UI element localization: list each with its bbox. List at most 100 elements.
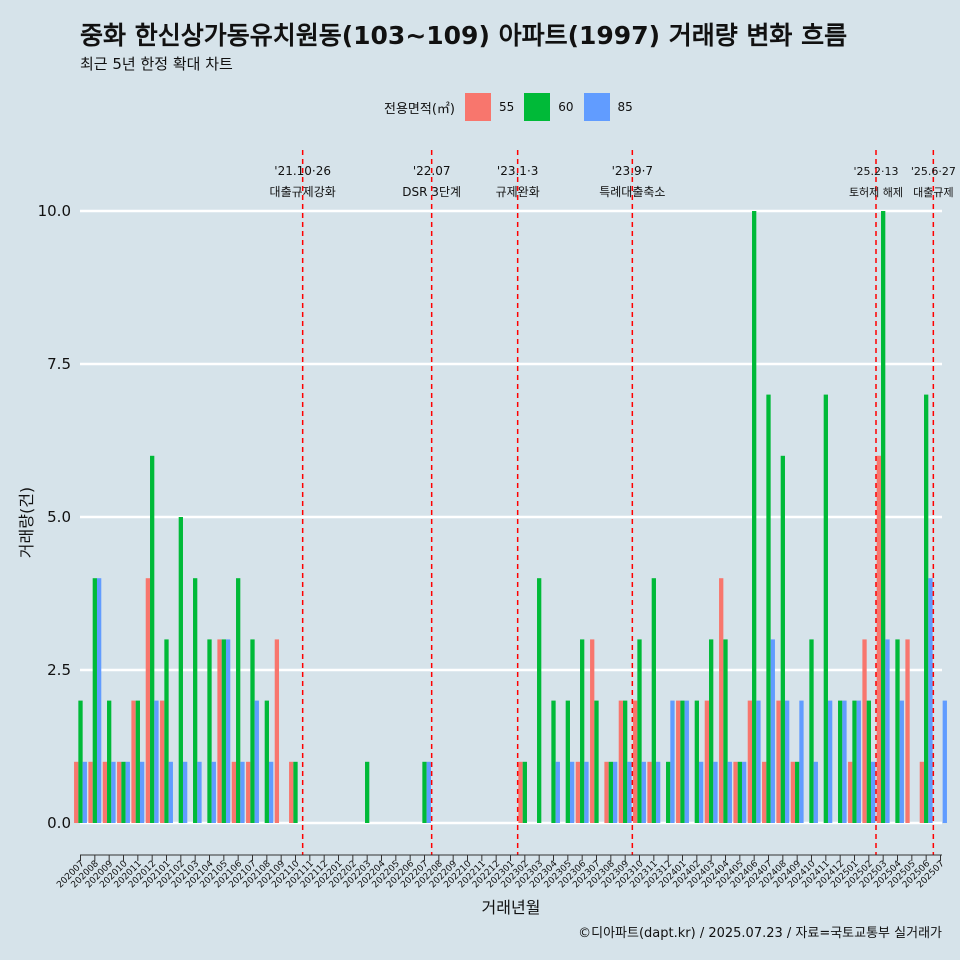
bar-85-202506	[928, 578, 933, 823]
bar-60-202503	[881, 211, 886, 823]
legend-key-55	[464, 93, 491, 121]
bar-55-202306	[575, 761, 581, 823]
bar-60-202404	[723, 639, 728, 823]
bar-85-202311	[655, 761, 661, 823]
bar-60-202009	[107, 700, 112, 823]
bar-55-202308	[604, 761, 609, 823]
bar-60-202411	[823, 394, 828, 823]
bar-85-202411	[827, 700, 833, 823]
bar-60-202303	[537, 578, 542, 823]
bar-60-202506	[924, 394, 929, 823]
bar-85-202404	[727, 761, 732, 823]
bar-60-202011	[135, 700, 140, 823]
event-date-label: '22.07	[413, 164, 451, 178]
bar-55-202501	[848, 761, 853, 823]
y-tick-label: 10.0	[38, 202, 71, 220]
bar-60-202106	[236, 578, 241, 823]
bar-60-202401	[680, 700, 685, 823]
bar-55-202503	[876, 455, 882, 823]
legend-label-60: 60	[558, 100, 574, 114]
bar-85-202309	[627, 761, 632, 823]
bar-85-202312	[670, 700, 675, 823]
bar-85-202402	[698, 761, 704, 823]
bar-60-202405	[737, 761, 742, 823]
bar-85-202010	[125, 761, 130, 823]
bar-85-202502	[870, 761, 876, 823]
event-date-label: '21.10·26	[274, 164, 331, 178]
x-axis-title: 거래년월	[482, 898, 541, 917]
bar-55-202008	[88, 761, 93, 823]
y-tick-label: 0.0	[47, 814, 71, 832]
bar-55-202311	[647, 761, 652, 823]
bar-85-202405	[741, 761, 747, 823]
bar-60-202203	[365, 761, 370, 823]
bar-60-202108	[264, 700, 269, 823]
bar-85-202108	[268, 761, 274, 823]
chart-title: 중화 한신상가동유치원동(103~109) 아파트(1997) 거래량 변화 흐…	[80, 21, 848, 50]
bar-55-202302	[518, 761, 523, 823]
bar-55-202309	[618, 700, 624, 823]
bar-55-202409	[790, 761, 796, 823]
bar-55-202010	[117, 761, 122, 823]
bar-60-202502	[866, 700, 871, 823]
bar-55-202007	[74, 761, 79, 823]
bar-85-202305	[569, 761, 575, 823]
event-desc-label: 규제완화	[496, 185, 540, 199]
legend-label-85: 85	[617, 100, 633, 114]
legend: 전용면적(㎡) 55 60 85	[384, 92, 643, 122]
bar-85-202008	[96, 578, 102, 823]
bar-60-202012	[150, 455, 155, 823]
bar-60-202104	[207, 639, 212, 823]
bar-85-202409	[799, 700, 804, 823]
event-date-label: '23.1·3	[497, 164, 538, 178]
bar-60-202105	[221, 639, 226, 823]
bar-85-202407	[770, 639, 775, 823]
y-axis-title: 거래량(건)	[17, 487, 36, 558]
bar-60-202312	[666, 761, 671, 823]
bar-85-202412	[842, 700, 847, 823]
bar-55-202505	[905, 639, 910, 823]
bar-85-202101	[168, 761, 173, 823]
source-caption: ©디아파트(dapt.kr) / 2025.07.23 / 자료=국토교통부 실…	[578, 926, 942, 941]
bar-55-202105	[217, 639, 222, 823]
bar-85-202410	[813, 761, 818, 823]
bar-60-202010	[121, 761, 126, 823]
bar-85-202507	[942, 700, 947, 823]
event-desc-label: DSR 3단계	[402, 185, 461, 199]
bar-85-202406	[756, 700, 761, 823]
y-tick-label: 2.5	[47, 661, 71, 679]
bar-85-202011	[139, 761, 145, 823]
bar-85-202308	[612, 761, 618, 823]
bar-60-202304	[551, 700, 556, 823]
bar-55-202406	[747, 700, 753, 823]
bar-85-202107	[254, 700, 259, 823]
bar-85-202503	[885, 639, 890, 823]
bar-55-202405	[733, 761, 738, 823]
bar-55-202404	[719, 578, 724, 823]
bar-55-202110	[289, 761, 294, 823]
y-tick-label: 7.5	[47, 355, 71, 373]
event-desc-label: 대출규제강화	[270, 185, 336, 199]
bar-60-202102	[178, 517, 183, 823]
bar-60-202409	[795, 761, 800, 823]
legend-label-55: 55	[498, 100, 515, 114]
bar-60-202308	[608, 761, 613, 823]
bar-85-202104	[211, 761, 216, 823]
bar-55-202109	[274, 639, 280, 823]
bar-60-202501	[852, 700, 857, 823]
bar-60-202008	[92, 578, 97, 823]
bar-60-202007	[78, 700, 83, 823]
bar-60-202309	[623, 700, 628, 823]
bar-60-202408	[780, 455, 785, 823]
bar-60-202103	[193, 578, 198, 823]
bar-85-202102	[182, 761, 188, 823]
bar-60-202305	[565, 700, 570, 823]
bar-55-202401	[676, 700, 681, 823]
bar-55-202502	[862, 639, 867, 823]
bar-85-202504	[899, 700, 904, 823]
bar-60-202110	[293, 761, 298, 823]
legend-item-60: 60	[524, 93, 574, 121]
bar-60-202410	[809, 639, 814, 823]
